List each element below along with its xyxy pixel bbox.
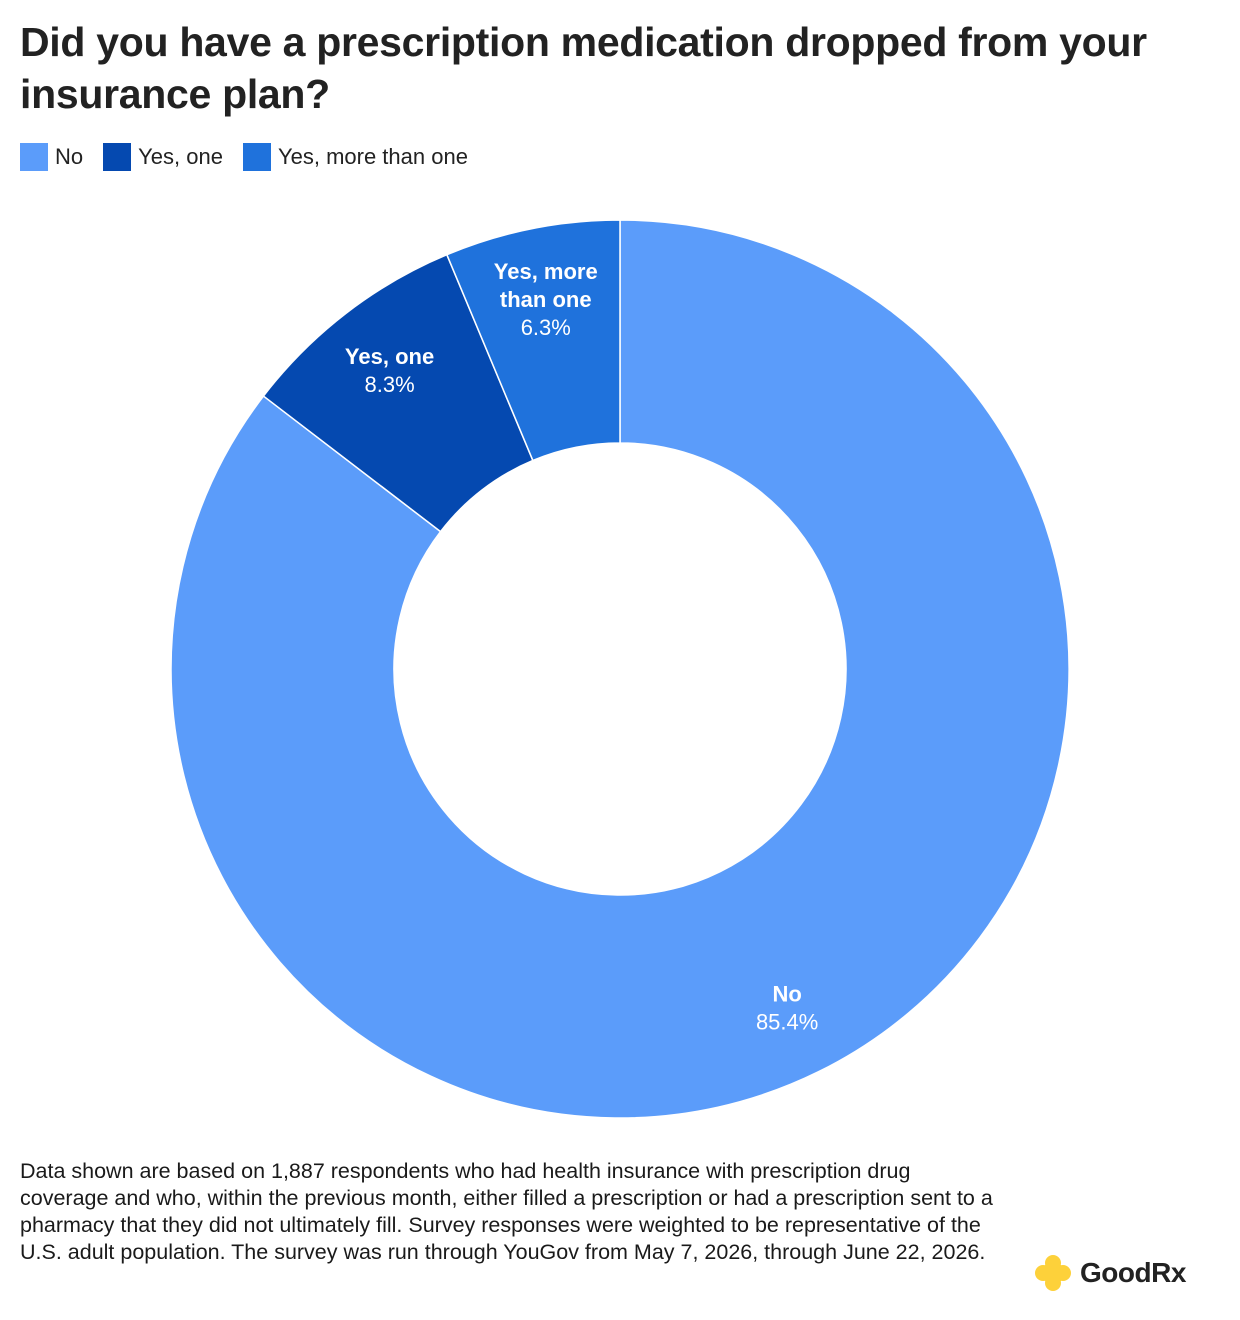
legend-item-no: No bbox=[20, 143, 83, 171]
chart-legend: No Yes, one Yes, more than one bbox=[20, 143, 468, 171]
slice-value-yes-more: 6.3% bbox=[521, 315, 571, 340]
chart-title: Did you have a prescription medication d… bbox=[20, 19, 1147, 117]
donut-slice-yes-more bbox=[445, 219, 621, 462]
slice-name-yes-more-line-0: Yes, more bbox=[494, 259, 598, 284]
legend-swatch-yes-one bbox=[103, 143, 132, 171]
slice-name-yes-more-line-1: than one bbox=[500, 287, 592, 312]
slice-value-yes-one: 8.3% bbox=[364, 372, 414, 397]
slice-label-yes-more: Yes, more than one 6.3% bbox=[494, 259, 598, 340]
goodrx-logo: GoodRx bbox=[1034, 1254, 1186, 1292]
logo-text: GoodRx bbox=[1080, 1257, 1186, 1288]
legend-item-yes-more: Yes, more than one bbox=[242, 143, 468, 171]
donut-labels: No 85.4% Yes, one 8.3% Yes, more than one 6.3% bbox=[345, 259, 818, 1035]
slice-label-yes-one: Yes, one 8.3% bbox=[345, 344, 434, 397]
legend-item-yes-one: Yes, one bbox=[103, 143, 223, 171]
legend-label-yes-more: Yes, more than one bbox=[277, 144, 468, 169]
slice-label-no: No 85.4% bbox=[756, 981, 818, 1034]
goodrx-plus-icon bbox=[1035, 1255, 1071, 1291]
logo-center bbox=[1045, 1265, 1061, 1281]
legend-swatch-yes-more bbox=[242, 143, 271, 171]
legend-swatch-no bbox=[20, 143, 48, 171]
donut-slice-no bbox=[170, 219, 1070, 1119]
slice-value-no: 85.4% bbox=[756, 1009, 818, 1034]
donut-slices bbox=[170, 219, 1070, 1119]
slice-name-yes-one-line-0: Yes, one bbox=[345, 344, 434, 369]
legend-label-no: No bbox=[55, 144, 84, 169]
slice-name-no-line-0: No bbox=[772, 981, 801, 1006]
legend-label-yes-one: Yes, one bbox=[138, 144, 223, 169]
footnote: Data shown are based on 1,887 respondent… bbox=[20, 1159, 993, 1264]
